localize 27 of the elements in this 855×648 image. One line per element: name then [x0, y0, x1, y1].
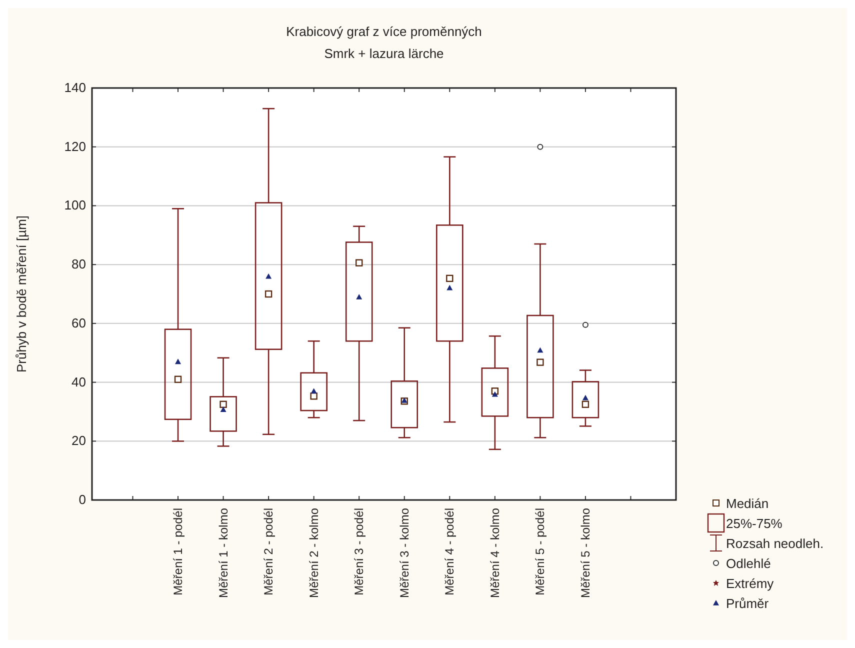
y-tick-label: 120 — [64, 138, 86, 154]
text: Medián — [726, 496, 769, 511]
text: Průměr — [726, 596, 770, 611]
x-tick-label: Měření 2 - podél — [262, 508, 276, 596]
x-tick-label: Měření 5 - kolmo — [578, 508, 592, 598]
chart-title: Krabicový graf z více proměnných — [286, 24, 482, 39]
text: Odlehlé — [726, 556, 771, 571]
x-tick-label: Měření 5 - podél — [533, 508, 548, 596]
x-tick-label: Měření 4 - podél — [442, 508, 457, 596]
x-tick-label: Měření 1 - kolmo — [216, 508, 230, 598]
x-tick-label: Měření 3 - podél — [352, 508, 366, 596]
y-axis-title: Průhyb v bodě měření [µm] — [14, 215, 29, 373]
text: 25%-75% — [726, 516, 783, 531]
chart-subtitle: Smrk + lazura lärche — [324, 46, 444, 61]
x-tick-label: Měření 2 - kolmo — [306, 508, 321, 598]
x-tick-label: Měření 3 - kolmo — [397, 508, 412, 598]
y-tick-label: 0 — [78, 492, 86, 507]
y-tick-label: 140 — [64, 80, 86, 95]
y-tick-label: 60 — [72, 315, 86, 330]
y-tick-label: 100 — [64, 198, 86, 213]
x-tick-label: Měření 1 - podél — [171, 508, 186, 596]
text: Extrémy — [726, 576, 774, 591]
x-tick-label: Měření 4 - kolmo — [488, 508, 502, 598]
text: Rozsah neodleh. — [726, 536, 824, 551]
y-tick-label: 80 — [72, 256, 86, 272]
y-tick-label: 40 — [72, 374, 86, 390]
y-tick-label: 20 — [72, 433, 86, 448]
